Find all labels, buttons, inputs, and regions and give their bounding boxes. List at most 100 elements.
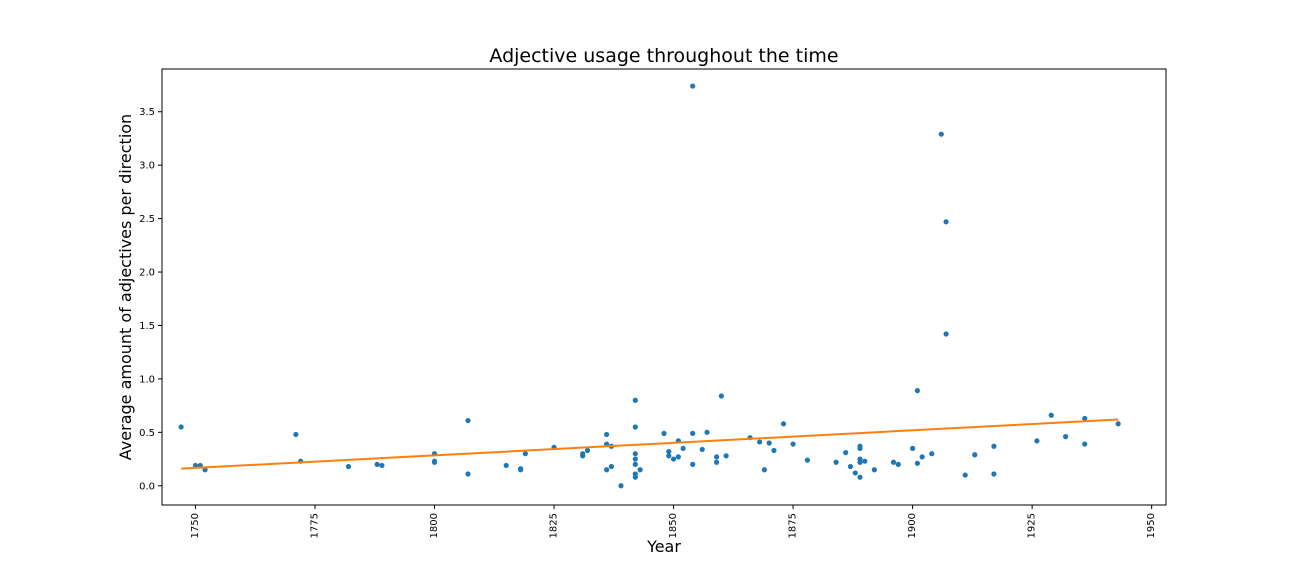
data-point xyxy=(503,462,509,469)
y-tick-label: 3.0 xyxy=(139,161,155,172)
data-point xyxy=(431,459,438,465)
data-point xyxy=(666,453,672,459)
data-point xyxy=(699,446,705,453)
x-tick-label: 1900 xyxy=(907,513,918,538)
chart-title: Adjective usage throughout the time xyxy=(489,45,838,67)
x-tick-label: 1950 xyxy=(1146,513,1157,538)
y-tick-label: 1.5 xyxy=(139,321,155,332)
data-point xyxy=(771,447,777,454)
x-tick-label: 1825 xyxy=(549,513,560,538)
data-point xyxy=(632,451,638,457)
data-point xyxy=(761,467,768,473)
data-point xyxy=(704,429,710,435)
data-point xyxy=(871,467,877,473)
data-point xyxy=(690,430,696,437)
data-point xyxy=(580,451,586,457)
data-point xyxy=(943,331,949,337)
data-point xyxy=(293,431,299,438)
data-point xyxy=(914,388,920,394)
data-point xyxy=(1082,415,1088,422)
data-point xyxy=(790,441,796,447)
data-point xyxy=(804,457,811,463)
data-point xyxy=(666,448,672,455)
data-point xyxy=(991,443,997,449)
data-point xyxy=(670,456,677,462)
y-tick-label: 3.5 xyxy=(139,107,155,118)
data-point xyxy=(604,467,610,473)
x-tick-label: 1800 xyxy=(429,513,440,538)
data-point xyxy=(972,452,978,458)
y-axis: 0.0 0.5 1.0 1.5 2.0 2.5 3.0 3.5 xyxy=(139,107,162,492)
data-point xyxy=(713,459,720,465)
data-point xyxy=(632,461,638,467)
data-point xyxy=(910,445,916,451)
data-point xyxy=(852,470,858,476)
data-point xyxy=(862,458,868,464)
data-point xyxy=(604,431,610,438)
data-point xyxy=(608,463,615,470)
data-point xyxy=(637,467,643,473)
data-point xyxy=(890,459,897,465)
data-point xyxy=(723,453,729,459)
plot-area xyxy=(161,68,1167,506)
data-point xyxy=(632,456,638,462)
data-point xyxy=(766,440,772,446)
data-point xyxy=(632,397,638,403)
data-point xyxy=(757,439,763,445)
data-point xyxy=(584,447,591,454)
data-point xyxy=(690,461,696,467)
data-point xyxy=(675,454,681,460)
data-point xyxy=(833,459,839,465)
data-point xyxy=(1048,412,1054,418)
x-axis: 1750 1775 1800 1825 1850 1875 1900 1925 1950 xyxy=(190,505,1157,538)
x-tick-label: 1775 xyxy=(309,513,320,538)
data-layer xyxy=(178,83,1121,489)
x-axis-label: Year xyxy=(646,537,681,556)
x-tick-label: 1750 xyxy=(190,513,201,538)
data-point xyxy=(522,451,528,457)
y-tick-label: 0.5 xyxy=(139,428,155,439)
y-tick-label: 2.0 xyxy=(139,268,155,279)
data-point xyxy=(618,483,624,489)
data-point xyxy=(1082,441,1088,447)
data-point xyxy=(465,417,471,424)
x-tick-label: 1925 xyxy=(1027,513,1038,538)
data-point xyxy=(374,461,380,467)
data-point xyxy=(857,459,863,465)
data-point xyxy=(943,219,949,225)
x-tick-label: 1850 xyxy=(668,513,679,538)
data-point xyxy=(857,445,863,451)
y-tick-label: 1.0 xyxy=(139,374,155,385)
data-point xyxy=(914,460,920,466)
data-point xyxy=(661,430,667,437)
data-point xyxy=(465,471,471,477)
y-tick-label: 0.0 xyxy=(139,481,155,492)
y-tick-label: 2.5 xyxy=(139,214,155,225)
data-point xyxy=(632,424,638,430)
data-point xyxy=(843,450,849,456)
data-point xyxy=(345,463,352,470)
data-point xyxy=(517,467,524,473)
data-point xyxy=(1115,421,1121,427)
data-point xyxy=(991,471,997,477)
data-point xyxy=(919,454,925,460)
data-point xyxy=(857,474,863,480)
data-point xyxy=(1034,438,1040,444)
data-point xyxy=(1063,434,1069,440)
data-point xyxy=(962,472,968,478)
x-tick-label: 1875 xyxy=(788,513,799,538)
data-point xyxy=(718,393,724,399)
data-point xyxy=(192,462,199,469)
data-point xyxy=(847,463,854,470)
data-point xyxy=(895,461,901,467)
data-point xyxy=(929,451,935,457)
data-point xyxy=(680,445,686,451)
y-axis-label: Average amount of adjectives per directi… xyxy=(116,114,135,460)
data-point xyxy=(178,424,184,430)
data-point xyxy=(780,421,787,427)
data-point xyxy=(632,474,638,480)
data-point xyxy=(690,83,696,89)
data-point xyxy=(938,131,944,137)
data-point xyxy=(379,462,385,469)
